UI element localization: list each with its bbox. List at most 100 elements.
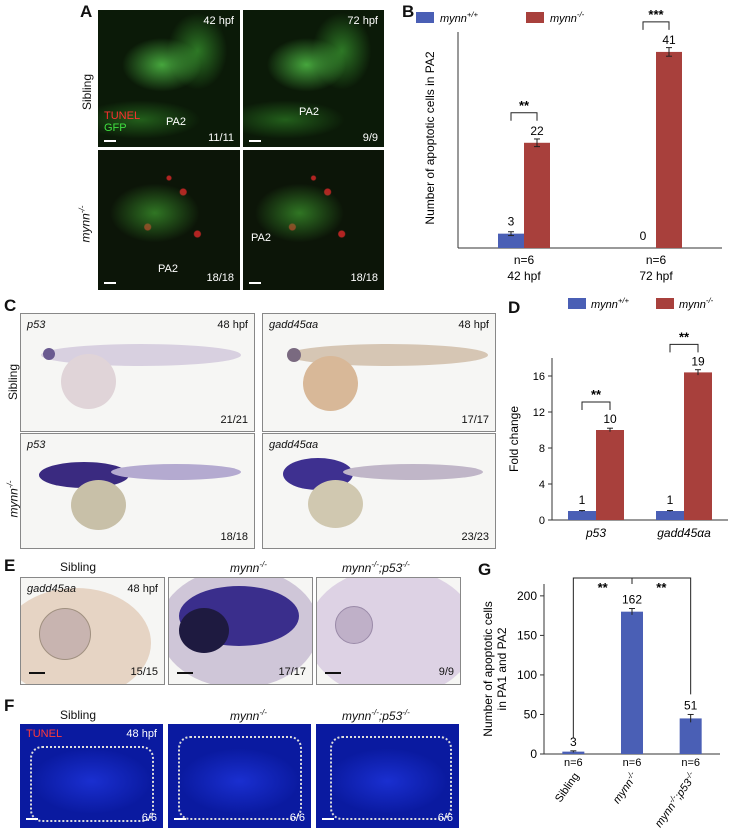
legend-tunel: TUNEL bbox=[104, 110, 141, 122]
scale-bar bbox=[104, 140, 116, 142]
y-axis-label: Number of apoptotic cells in PA2 bbox=[423, 51, 437, 225]
x-tick-label: gadd45αa bbox=[657, 526, 711, 540]
f-title-double: mynn-/-;p53-/- bbox=[342, 708, 410, 723]
y-axis-label: Fold change bbox=[507, 406, 521, 472]
n-label: n=6 bbox=[623, 757, 642, 769]
panel-label-e: E bbox=[4, 556, 16, 575]
row-label-sibling: Sibling bbox=[80, 73, 94, 110]
y-tick-label: 0 bbox=[539, 515, 545, 527]
scale-bar bbox=[249, 140, 261, 142]
significance-bracket bbox=[510, 112, 538, 121]
significance-label: ** bbox=[656, 580, 667, 595]
scale-bar bbox=[249, 282, 261, 284]
bar bbox=[596, 430, 624, 520]
significance-label: ** bbox=[598, 580, 609, 595]
scale-bar bbox=[177, 672, 193, 674]
f-title-sibling: Sibling bbox=[60, 708, 97, 722]
data-label: 162 bbox=[622, 593, 642, 607]
e-title-mutant: mynn-/- bbox=[230, 560, 267, 575]
n-label: n=6 bbox=[646, 253, 667, 267]
scale-bar bbox=[325, 672, 341, 674]
y-tick-label: 8 bbox=[539, 443, 545, 455]
y-tick-label: 16 bbox=[533, 371, 545, 383]
data-label: 3 bbox=[570, 735, 577, 749]
legend-swatch bbox=[416, 12, 434, 23]
y-tick-label: 150 bbox=[517, 628, 537, 642]
y-tick-label: 4 bbox=[539, 479, 545, 491]
f-title-mutant: mynn-/- bbox=[230, 708, 267, 723]
tunel-image-mutant-42hpf: PA2 18/18 bbox=[98, 150, 240, 290]
legend-gfp: GFP bbox=[104, 122, 127, 134]
row-label-mutant: mynn-/- bbox=[77, 205, 93, 243]
x-tick-label: Sibling bbox=[553, 771, 582, 805]
significance-bracket bbox=[669, 343, 699, 353]
y-tick-label: 100 bbox=[517, 668, 537, 682]
panel-label-d: D bbox=[508, 298, 521, 317]
tunel-image-mutant-72hpf: PA2 18/18 bbox=[243, 150, 384, 290]
panel-label-c: C bbox=[4, 296, 17, 315]
y-tick-label: 200 bbox=[517, 589, 537, 603]
tunel-image-sibling-72hpf: 72 hpf PA2 9/9 bbox=[243, 10, 384, 147]
significance-bracket bbox=[642, 21, 670, 30]
legend-label: mynn+/+ bbox=[440, 10, 479, 25]
tunel-image-f-mutant: 6/6 bbox=[168, 724, 311, 828]
significance-label: ** bbox=[519, 98, 530, 113]
row-label-sibling-c: Sibling bbox=[6, 363, 20, 400]
legend-label: mynn-/- bbox=[679, 296, 714, 311]
significance-label: *** bbox=[648, 7, 664, 22]
x-tick-label: 72 hpf bbox=[639, 269, 673, 283]
ish-image-p53-mutant: p53 18/18 bbox=[20, 433, 255, 549]
y-tick-label: 50 bbox=[524, 707, 538, 721]
bar bbox=[498, 233, 524, 248]
x-tick-label: mynn-/- bbox=[609, 769, 640, 806]
chart-b: Number of apoptotic cells in PA2 mynn+/+ m… bbox=[416, 7, 722, 283]
legend-swatch bbox=[526, 12, 544, 23]
row-label-mutant-c: mynn-/- bbox=[5, 480, 21, 518]
legend-swatch bbox=[656, 298, 674, 309]
scale-bar bbox=[174, 818, 186, 820]
ish-image-p53-sibling: p53 48 hpf 21/21 bbox=[20, 313, 255, 432]
ish-image-e-mutant: 17/17 bbox=[168, 577, 313, 685]
data-label: 1 bbox=[579, 493, 586, 507]
bar bbox=[621, 611, 643, 754]
bar bbox=[568, 511, 596, 520]
y-axis-label: Number of apoptotic cells bbox=[481, 601, 495, 736]
data-label: 22 bbox=[530, 124, 544, 138]
data-label: 10 bbox=[603, 412, 617, 426]
y-tick-label: 12 bbox=[533, 407, 545, 419]
data-label: 19 bbox=[691, 354, 705, 368]
panel-label-f: F bbox=[4, 696, 15, 715]
x-tick-label: 42 hpf bbox=[507, 269, 541, 283]
panel-label-g: G bbox=[478, 560, 492, 579]
significance-label: ** bbox=[679, 329, 690, 344]
data-label: 41 bbox=[662, 33, 676, 47]
significance-label: ** bbox=[591, 387, 602, 402]
outline bbox=[330, 736, 452, 820]
outline bbox=[30, 746, 154, 822]
data-label: 51 bbox=[684, 698, 698, 712]
x-tick-label: p53 bbox=[585, 526, 606, 540]
n-label: n=6 bbox=[564, 757, 583, 769]
tunel-image-f-sibling: TUNEL 48 hpf 6/6 bbox=[20, 724, 163, 828]
panel-label-b: B bbox=[402, 2, 415, 21]
tunel-image-sibling-42hpf: 42 hpf TUNEL GFP PA2 11/11 bbox=[98, 10, 240, 147]
ish-image-e-sibling: gadd45aa 48 hpf 15/15 bbox=[20, 577, 165, 685]
scale-bar bbox=[104, 282, 116, 284]
e-title-sibling: Sibling bbox=[60, 560, 97, 574]
ish-image-gadd45aa-mutant: gadd45αa 23/23 bbox=[262, 433, 496, 549]
data-label: 1 bbox=[667, 493, 674, 507]
bar bbox=[684, 372, 712, 520]
data-label: 0 bbox=[640, 229, 647, 243]
ish-image-e-double: 9/9 bbox=[316, 577, 461, 685]
y-tick-label: 0 bbox=[530, 747, 537, 761]
chart-g: 0 50 100 150 200 Number of apoptotic cells in … bbox=[481, 577, 720, 830]
bar bbox=[524, 142, 550, 248]
ish-image-gadd45aa-sibling: gadd45αa 48 hpf 17/17 bbox=[262, 313, 496, 432]
bar bbox=[562, 751, 585, 754]
scale-bar bbox=[26, 818, 38, 820]
legend-label: mynn+/+ bbox=[591, 296, 630, 311]
outline bbox=[178, 736, 302, 820]
scale-bar bbox=[322, 818, 334, 820]
legend-tunel-f: TUNEL bbox=[26, 728, 63, 740]
